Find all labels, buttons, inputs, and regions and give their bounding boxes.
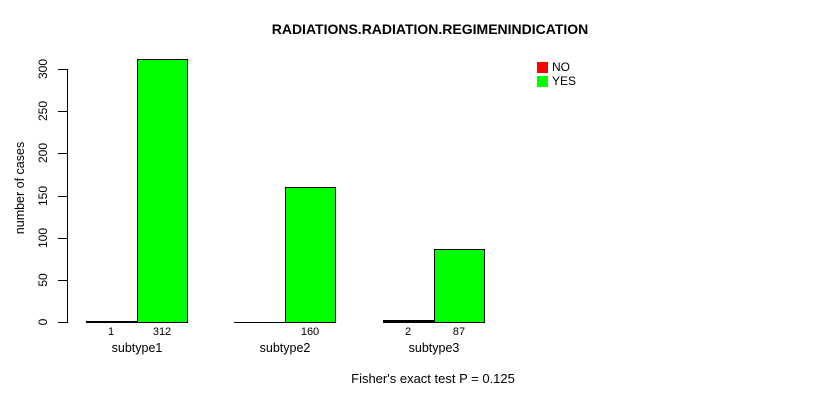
- y-tick-mark: [58, 111, 67, 112]
- y-tick-mark: [58, 153, 67, 154]
- legend: NO YES: [537, 61, 576, 87]
- y-tick-mark: [58, 322, 67, 323]
- bar-count-label: 1: [107, 326, 115, 338]
- category-label-subtype3: subtype3: [408, 341, 460, 355]
- chart-title: RADIATIONS.RADIATION.REGIMENINDICATION: [271, 21, 589, 37]
- legend-swatch-yes: [537, 75, 548, 87]
- y-tick-mark: [58, 238, 67, 239]
- legend-swatch-no: [537, 61, 548, 73]
- y-tick-label: 50: [36, 273, 50, 287]
- y-axis-label: number of cases: [13, 141, 27, 235]
- bar-count-label: 2: [404, 326, 412, 338]
- y-axis-line: [67, 69, 68, 323]
- y-tick-label: 200: [36, 142, 50, 164]
- category-label-subtype1: subtype1: [111, 341, 163, 355]
- bar-count-label: 160: [300, 326, 320, 338]
- y-tick-label: 150: [36, 185, 50, 207]
- bar-count-label: 312: [152, 326, 172, 338]
- y-tick-label: 250: [36, 100, 50, 122]
- bar-no-subtype3: [383, 320, 434, 323]
- legend-label-yes: YES: [552, 74, 577, 88]
- y-tick-label: 300: [36, 58, 50, 80]
- bar-no-subtype1: [86, 321, 137, 323]
- legend-entry-yes: YES: [537, 75, 576, 87]
- y-tick-mark: [58, 196, 67, 197]
- fisher-test-note: Fisher's exact test P = 0.125: [351, 371, 515, 386]
- legend-entry-no: NO: [537, 61, 576, 73]
- category-label-subtype2: subtype2: [259, 341, 311, 355]
- bar-yes-subtype3: [434, 249, 485, 323]
- legend-label-no: NO: [552, 60, 570, 74]
- y-tick-mark: [58, 69, 67, 70]
- bar-yes-subtype2: [285, 187, 336, 323]
- bar-count-label: 87: [452, 326, 466, 338]
- bar-yes-subtype1: [137, 59, 188, 323]
- bar-no-subtype2: [234, 322, 285, 323]
- y-tick-label: 0: [36, 318, 50, 326]
- y-tick-label: 100: [36, 227, 50, 249]
- y-tick-mark: [58, 280, 67, 281]
